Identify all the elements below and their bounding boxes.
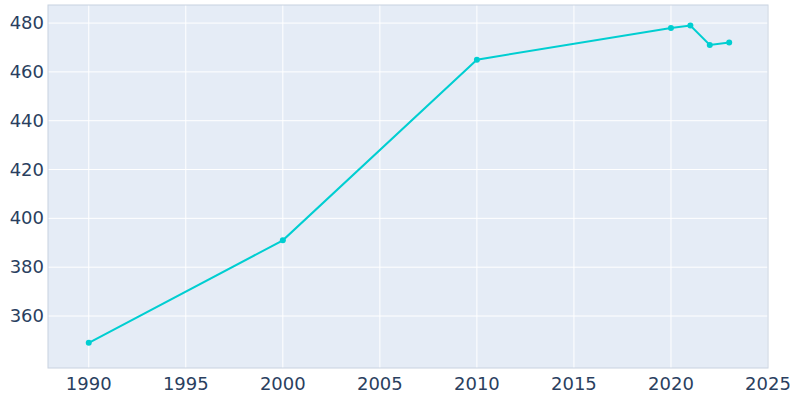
x-grid-line: [670, 5, 671, 368]
y-tick-label: 420: [10, 159, 44, 180]
y-grid-line: [48, 71, 768, 72]
x-grid-line: [185, 5, 186, 368]
x-grid-line: [282, 5, 283, 368]
marker: [86, 340, 92, 346]
y-tick-label: 480: [10, 12, 44, 33]
x-tick-label: 2005: [357, 373, 403, 394]
x-tick-label: 2020: [648, 373, 694, 394]
x-tick-label: 2010: [454, 373, 500, 394]
y-tick-label: 440: [10, 110, 44, 131]
y-grid-line: [48, 218, 768, 219]
y-grid-line: [48, 267, 768, 268]
chart: 1990 1995 2000 2005 2010 2015 2020 2025 360 380 40…: [0, 0, 800, 400]
marker: [280, 237, 286, 243]
x-grid-line: [88, 5, 89, 368]
x-tick-label: 1990: [66, 373, 112, 394]
plot-background: [48, 5, 768, 368]
series-group: [86, 23, 732, 346]
line: [89, 26, 729, 343]
x-tick-label: 1995: [163, 373, 209, 394]
y-tick-label: 400: [10, 207, 44, 228]
x-grid-line: [573, 5, 574, 368]
marker: [726, 40, 732, 46]
y-grid-line: [48, 120, 768, 121]
marker: [707, 42, 713, 48]
y-tick-label: 380: [10, 256, 44, 277]
y-grid-line: [48, 316, 768, 317]
y-tick-label: 460: [10, 61, 44, 82]
x-tick-label: 2025: [745, 373, 791, 394]
plot-frame: [48, 5, 768, 368]
x-tick-label: 2000: [260, 373, 306, 394]
x-tick-label: 2015: [551, 373, 597, 394]
y-grid-line: [48, 169, 768, 170]
y-grid-line: [48, 23, 768, 24]
y-tick-label: 360: [10, 305, 44, 326]
marker: [668, 25, 674, 31]
marker: [474, 57, 480, 63]
x-grid-line: [379, 5, 380, 368]
marker: [687, 23, 693, 29]
